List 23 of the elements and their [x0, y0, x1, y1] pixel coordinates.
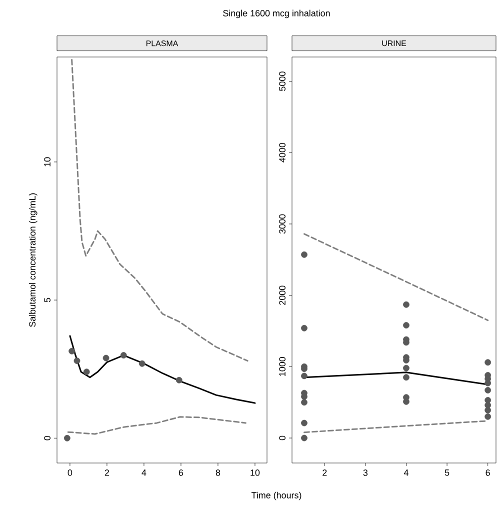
y-tick-label: 10	[44, 157, 50, 166]
x-tick-label: 6	[486, 470, 490, 476]
y-tick-label: 5	[44, 298, 50, 302]
x-tick-label: 10	[250, 470, 260, 476]
y-tick-label: 5000	[279, 72, 286, 91]
text: Single 1600 mcg inhalation	[223, 10, 330, 18]
x-tick-label: 3	[363, 470, 368, 476]
x-tick-label: 8	[216, 470, 220, 476]
x-tick-label: 5	[444, 470, 450, 476]
x-tick-label: 4	[142, 470, 146, 476]
x-tick-label: 2	[322, 470, 327, 476]
y-axis-title: Salbutamol concentration (ng/mL)	[28, 193, 38, 327]
y-tick-label: 4000	[279, 142, 286, 162]
x-tick-label: 2	[104, 470, 109, 476]
x-tick-label: 0	[68, 470, 72, 476]
y-tick-label: 3000	[279, 214, 286, 234]
y-tick-label: 0	[279, 436, 286, 440]
y-tick-label: 0	[44, 436, 50, 440]
x-tick-label: 4	[404, 470, 408, 476]
x-axis-title: Time (hours)	[251, 492, 302, 500]
y-tick-label: 2000	[279, 286, 286, 305]
y-tick-label: 1000	[279, 357, 286, 376]
x-tick-label: 6	[178, 470, 184, 476]
